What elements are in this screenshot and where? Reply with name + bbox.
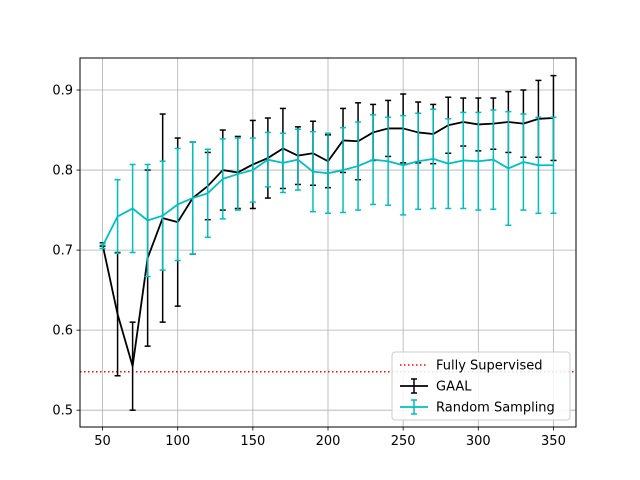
x-tick-label: 350 [541, 434, 566, 449]
x-tick-label: 150 [240, 434, 265, 449]
legend-label: Random Sampling [436, 401, 555, 416]
series-1 [99, 108, 557, 278]
x-axis: 50 100 150 200 250 300 350 [94, 427, 566, 449]
legend-label: GAAL [436, 380, 472, 395]
y-tick-label: 0.5 [52, 404, 73, 419]
series-line [101, 157, 554, 247]
legend-label: Fully Supervised [436, 359, 542, 374]
y-tick-label: 0.8 [52, 164, 73, 179]
y-tick-label: 0.9 [52, 84, 73, 99]
y-axis: 0.5 0.6 0.7 0.8 0.9 [52, 84, 80, 419]
y-tick-label: 0.6 [52, 324, 73, 339]
legend-box [391, 351, 571, 421]
x-tick-label: 50 [94, 434, 111, 449]
legend: Fully Supervised GAAL Random Sampling [391, 351, 571, 421]
x-tick-label: 250 [391, 434, 416, 449]
x-tick-label: 300 [466, 434, 491, 449]
x-tick-label: 100 [165, 434, 190, 449]
x-tick-label: 200 [316, 434, 341, 449]
y-tick-label: 0.7 [52, 244, 73, 259]
